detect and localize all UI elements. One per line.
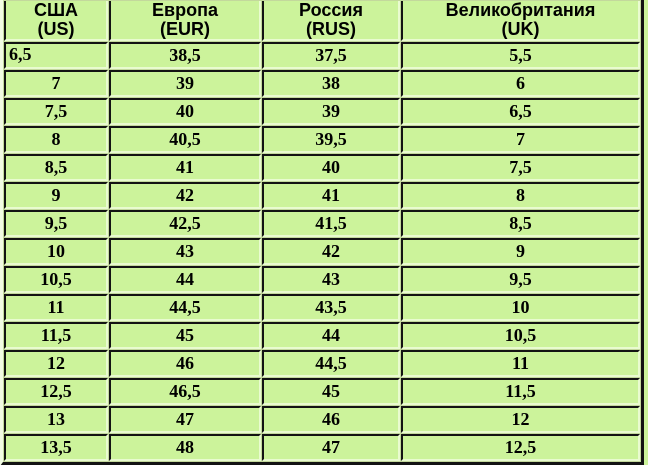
- size-cell-rus: 44,5: [262, 350, 400, 377]
- size-cell-uk: 12: [401, 406, 640, 433]
- size-cell-eur: 45: [109, 322, 261, 349]
- size-cell-rus: 39,5: [262, 126, 400, 153]
- size-cell-rus: 43: [262, 266, 400, 293]
- table-row: 13 47 46 12: [4, 406, 640, 433]
- column-title: Россия: [299, 1, 363, 20]
- column-title: США: [33, 1, 79, 20]
- table-row: 13,5 48 47 12,5: [4, 434, 640, 461]
- table-body: 6,5 38,5 37,5 5,5 7 39 38 6 7,5 40 39 6,5 8 40,5 39,5 7…: [4, 42, 640, 461]
- table-row: 9 42 41 8: [4, 182, 640, 209]
- table-row: 12 46 44,5 11: [4, 350, 640, 377]
- size-cell-rus: 45: [262, 378, 400, 405]
- column-code: (RUS): [306, 19, 356, 39]
- table-row: 11 44,5 43,5 10: [4, 294, 640, 321]
- column-code: (US): [37, 19, 75, 39]
- header-row: США (US) Европа (EUR) Россия (RUS) Великобрита…: [4, 1, 640, 41]
- size-cell-eur: 40: [109, 98, 261, 125]
- column-header-eur: Европа (EUR): [109, 1, 261, 41]
- size-cell-us: 7,5: [4, 98, 108, 125]
- size-cell-eur: 46: [109, 350, 261, 377]
- size-cell-rus: 47: [262, 434, 400, 461]
- size-cell-uk: 10: [401, 294, 640, 321]
- table-row: 8 40,5 39,5 7: [4, 126, 640, 153]
- table-row: 10,5 44 43 9,5: [4, 266, 640, 293]
- table-row: 8,5 41 40 7,5: [4, 154, 640, 181]
- size-cell-rus: 43,5: [262, 294, 400, 321]
- size-cell-us: 12,5: [4, 378, 108, 405]
- size-cell-rus: 37,5: [262, 42, 400, 69]
- size-cell-us: 8: [4, 126, 108, 153]
- size-cell-uk: 8: [401, 182, 640, 209]
- size-cell-uk: 12,5: [401, 434, 640, 461]
- size-cell-uk: 6: [401, 70, 640, 97]
- size-cell-rus: 44: [262, 322, 400, 349]
- size-cell-rus: 40: [262, 154, 400, 181]
- size-cell-us: 9,5: [4, 210, 108, 237]
- size-cell-eur: 46,5: [109, 378, 261, 405]
- column-code: (EUR): [160, 19, 210, 39]
- size-cell-us: 13: [4, 406, 108, 433]
- table-header: США (US) Европа (EUR) Россия (RUS) Великобрита…: [4, 1, 640, 41]
- size-cell-eur: 48: [109, 434, 261, 461]
- size-cell-us: 12: [4, 350, 108, 377]
- size-cell-eur: 38,5: [109, 42, 261, 69]
- column-title: Европа: [152, 1, 218, 20]
- table-row: 9,5 42,5 41,5 8,5: [4, 210, 640, 237]
- size-cell-eur: 42: [109, 182, 261, 209]
- size-cell-eur: 44: [109, 266, 261, 293]
- table-row: 6,5 38,5 37,5 5,5: [4, 42, 640, 69]
- size-cell-uk: 5,5: [401, 42, 640, 69]
- table-row: 7,5 40 39 6,5: [4, 98, 640, 125]
- size-cell-uk: 9,5: [401, 266, 640, 293]
- size-cell-uk: 8,5: [401, 210, 640, 237]
- size-cell-us: 9: [4, 182, 108, 209]
- column-header-uk: Великобритания (UK): [401, 1, 640, 41]
- size-cell-rus: 41: [262, 182, 400, 209]
- column-title: Великобритания: [445, 1, 596, 20]
- size-cell-rus: 42: [262, 238, 400, 265]
- table-row: 7 39 38 6: [4, 70, 640, 97]
- table-row: 12,5 46,5 45 11,5: [4, 378, 640, 405]
- size-cell-us: 11,5: [4, 322, 108, 349]
- size-cell-eur: 42,5: [109, 210, 261, 237]
- column-header-rus: Россия (RUS): [262, 1, 400, 41]
- size-cell-us: 13,5: [4, 434, 108, 461]
- size-cell-eur: 44,5: [109, 294, 261, 321]
- column-header-us: США (US): [4, 1, 108, 41]
- size-cell-uk: 9: [401, 238, 640, 265]
- size-cell-us: 6,5: [4, 42, 108, 69]
- size-cell-rus: 46: [262, 406, 400, 433]
- size-cell-uk: 6,5: [401, 98, 640, 125]
- size-cell-eur: 43: [109, 238, 261, 265]
- size-cell-us: 11: [4, 294, 108, 321]
- table-row: 11,5 45 44 10,5: [4, 322, 640, 349]
- size-cell-us: 8,5: [4, 154, 108, 181]
- size-cell-eur: 39: [109, 70, 261, 97]
- size-cell-rus: 38: [262, 70, 400, 97]
- size-cell-us: 10,5: [4, 266, 108, 293]
- column-code: (UK): [501, 19, 540, 39]
- size-cell-eur: 40,5: [109, 126, 261, 153]
- size-cell-uk: 11: [401, 350, 640, 377]
- size-cell-us: 7: [4, 70, 108, 97]
- size-cell-uk: 7: [401, 126, 640, 153]
- size-cell-eur: 47: [109, 406, 261, 433]
- size-cell-uk: 10,5: [401, 322, 640, 349]
- size-cell-uk: 7,5: [401, 154, 640, 181]
- table-row: 10 43 42 9: [4, 238, 640, 265]
- size-cell-rus: 39: [262, 98, 400, 125]
- size-cell-eur: 41: [109, 154, 261, 181]
- size-cell-rus: 41,5: [262, 210, 400, 237]
- size-cell-us: 10: [4, 238, 108, 265]
- size-cell-uk: 11,5: [401, 378, 640, 405]
